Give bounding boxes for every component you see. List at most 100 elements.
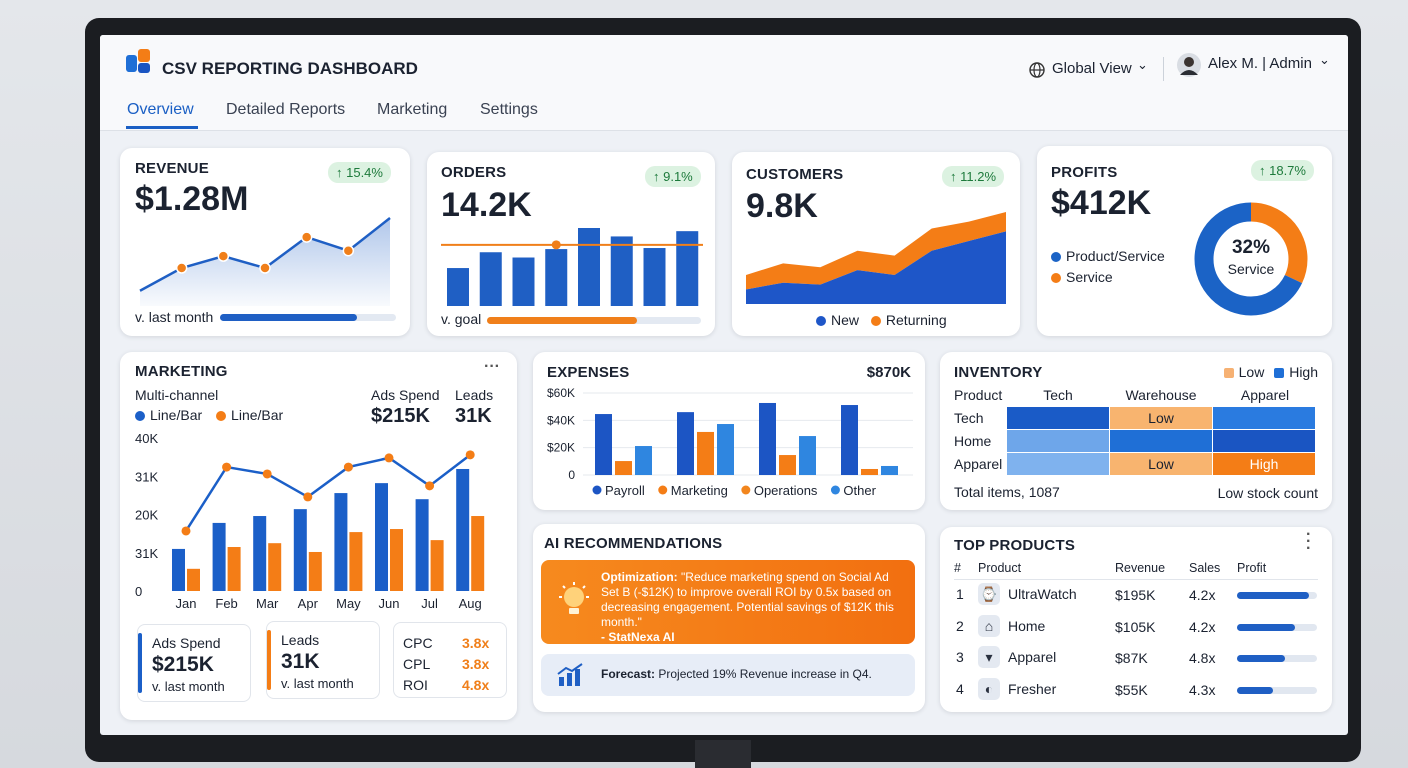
column-header: Product [978,561,1022,575]
metric-value: 3.8x [462,635,490,651]
marker [425,481,435,491]
bar [471,516,485,591]
x-tick-label: Jan [176,596,197,611]
accent-bar [267,630,271,690]
y-tick-label: 20K [135,508,158,523]
view-selector[interactable]: Global View [1052,60,1132,77]
profit-track [1237,686,1317,694]
sales: 4.3x [1189,681,1216,698]
heat-cell [1110,430,1212,452]
more-menu[interactable]: ··· [484,358,500,375]
stat-label: Ads Spend [371,387,440,403]
bar [308,551,322,591]
legend: Line/Bar Line/Bar [135,407,283,423]
bar [334,493,348,591]
bar [610,236,633,306]
bar [759,402,776,475]
product-icon: ◐ [978,677,1000,700]
legend-swatch [135,411,145,421]
metric-label: ROI [403,677,428,693]
footer-right: Low stock count [1217,485,1318,501]
chevron: ⌄ [1137,57,1148,72]
heat-cell: Low [1110,407,1212,429]
bar [779,455,796,475]
legend-label: High [1289,364,1318,380]
forecast-text: Forecast: Projected 19% Revenue increase… [601,667,872,681]
bar-chart: $60K $40K $20K 0 Payroll Marketing Operations O… [547,386,913,498]
forecast-box: Forecast: Projected 19% Revenue increase… [541,654,915,696]
user-menu[interactable]: Alex M. | Admin [1208,55,1312,72]
profit-bar [1237,623,1295,631]
stat-value: 31K [455,405,492,427]
bar [187,568,200,591]
metrics-box [393,622,507,698]
tab[interactable]: Marketing [377,101,448,118]
inventory-card: INVENTORY Low High Total items, 1087 Low… [940,352,1332,510]
bar [430,540,444,591]
bar [677,412,694,475]
stat-value: 31K [281,650,320,673]
lead: Forecast: [601,667,656,681]
card-title: TOP PRODUCTS [954,537,1076,554]
bar [268,543,282,591]
bar [643,248,666,306]
marker [343,462,353,472]
legend: New Returning [816,312,947,328]
tab[interactable]: Settings [480,101,538,118]
x-tick-label: May [336,596,361,611]
legend-swatch [816,316,826,326]
lead: Optimization: [601,570,678,584]
change-badge: ↑ 18.7% [1251,160,1314,181]
profit-track [1237,592,1317,599]
tab[interactable]: Detailed Reports [226,101,346,118]
more-menu[interactable]: ··· [1306,526,1312,557]
bar [212,522,226,591]
screen: CSV REPORTING DASHBOARD Global View ⌄ Al… [100,35,1348,735]
change-badge: ↑ 15.4% [328,162,391,183]
legend-swatch [870,316,881,326]
bar [512,257,535,306]
sales: 4.2x [1189,587,1216,603]
bar [595,414,612,475]
customers-card: CUSTOMERS 9.8K ↑ 11.2% New Returning [732,152,1020,336]
card-title: AI RECOMMENDATIONS [544,535,723,552]
legend-label: Marketing [671,483,728,498]
legend-swatch [1274,368,1285,378]
bar [293,509,307,591]
legend-swatch [1051,252,1061,262]
bar-chart [441,228,703,306]
product-name: Apparel [1008,649,1057,665]
product-name: Home [1008,617,1046,634]
metric-label: CPC [403,635,433,651]
body: Projected 19% Revenue increase in Q4. [658,667,872,681]
card-title: ORDERS [441,164,507,181]
legend-item: Product/Service [1051,248,1165,264]
legend: Low High [1223,364,1318,380]
chevron: ⌄ [1319,52,1330,67]
area-chart [746,212,1006,304]
bar [881,465,898,475]
marketing-card: 40K 31K 20K 31K 0 Jan Feb Mar Apr May Jun Jul Aug MA… [120,352,517,720]
sparkline [139,217,391,306]
y-tick-label: 31K [135,469,158,484]
y-tick-label: 31K [135,546,158,561]
legend-swatch [1051,273,1061,283]
bar [717,424,734,475]
kpi-value: 9.8K [746,187,818,225]
tab[interactable]: Overview [127,101,194,118]
logo [126,49,150,73]
sales: 4.2x [1189,618,1216,635]
bar [861,468,878,475]
bar [841,405,858,475]
column-header: Tech [1043,387,1073,403]
revenue: $195K [1115,587,1156,603]
sales: 4.8x [1189,650,1216,666]
heat-cell [1213,430,1315,452]
legend-label: Product/Service [1066,248,1165,264]
avatar[interactable] [1177,53,1201,77]
row-label: Tech [954,410,984,426]
card-title: EXPENSES [547,364,630,381]
marker [175,262,188,274]
metric-value: 3.8x [462,656,490,672]
